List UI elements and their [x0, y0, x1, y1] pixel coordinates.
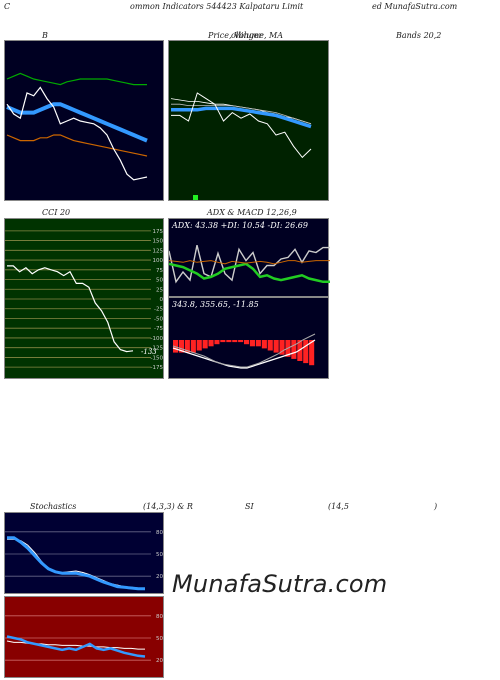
- price-ma-short-line: [171, 106, 312, 129]
- rsi-param: (14,5: [328, 502, 349, 511]
- adx-panel: ADX: 43.38 +DI: 10.54 -DI: 26.69: [168, 218, 330, 297]
- adx-line: [169, 262, 330, 284]
- macd-line: [172, 339, 316, 369]
- cci-tick-label-4: 75: [156, 268, 163, 274]
- stochastics-tick-label-0: 80: [156, 530, 163, 536]
- price-ma-chart: [170, 92, 312, 200]
- macd-histogram-bar-9: [226, 340, 232, 343]
- macd-label: 343.8, 355.65, -11.85: [172, 300, 259, 309]
- price-ma-mid-line: [171, 103, 312, 125]
- macd-histogram-bar-2: [184, 340, 190, 353]
- cci-tick-label-6: 25: [156, 287, 163, 293]
- macd-histogram-bar-3: [190, 340, 196, 353]
- cci-last-label: -133: [141, 348, 157, 356]
- macd-histogram-bar-12: [244, 340, 250, 345]
- macd-histogram-bar-20: [291, 340, 297, 359]
- cci-panel: 175 150 125 100 75 50 25 0 -25 -50 -75 -100 -125 -150…: [4, 218, 164, 379]
- stoch-title-mid: (14,3,3) & R: [143, 502, 193, 511]
- cci-tick-label-11: -100: [151, 336, 164, 342]
- macd-histogram-bar-11: [238, 340, 244, 343]
- cci-line: [7, 265, 134, 353]
- stochastics-tick-label-2: 20: [156, 574, 163, 580]
- cci-tick-label-12: -125: [151, 346, 164, 352]
- price-line: [171, 92, 312, 159]
- macd-chart: [172, 333, 316, 369]
- bollinger-title-left: B: [42, 31, 48, 40]
- rsi-tick-label-2: 20: [156, 658, 163, 664]
- macd-histogram-bar-10: [232, 340, 238, 343]
- macd-signal-line: [172, 333, 316, 368]
- cci-chart: 175 150 125 100 75 50 25 0 -25 -50 -75 -100 -125 -150…: [5, 229, 164, 371]
- adx-di-plus-line: [169, 245, 330, 284]
- rsi-chart: 80 50 20: [5, 614, 163, 664]
- cci-tick-label-14: -175: [151, 365, 164, 371]
- macd-histogram-bar-22: [303, 340, 309, 364]
- bollinger-chart: [6, 72, 148, 181]
- rsi-tick-label-1: 50: [156, 636, 163, 642]
- volume-marker: [193, 195, 198, 200]
- macd-histogram-bar-15: [261, 340, 267, 349]
- header-left: C: [4, 2, 11, 11]
- bollinger-title-right: Bands 20,2: [396, 31, 442, 40]
- macd-histogram-bar-14: [255, 340, 261, 347]
- cci-tick-label-1: 150: [153, 239, 164, 245]
- rsi-close: ): [434, 502, 438, 511]
- cci-tick-label-9: -50: [154, 316, 163, 322]
- adx-di-minus-line: [169, 260, 330, 265]
- stochastics-panel: 80 50 20: [4, 512, 164, 594]
- bollinger-price-line: [6, 86, 148, 181]
- rsi-tick-label-0: 80: [156, 614, 163, 620]
- header-right: ed MunafaSutra.com: [372, 2, 458, 11]
- rsi-line: [6, 635, 146, 658]
- bollinger-upper-band: [6, 72, 147, 86]
- macd-histogram-bar-5: [202, 340, 208, 349]
- stochastics-d-line: [7, 536, 145, 591]
- macd-histogram-bar-1: [178, 340, 184, 353]
- stochastics-chart: 80 50 20: [5, 530, 163, 591]
- bollinger-panel: [4, 40, 164, 201]
- cci-tick-label-0: 175: [153, 229, 164, 235]
- cci-tick-label-7: 0: [160, 297, 164, 303]
- price-ma-panel: [168, 40, 329, 201]
- bollinger-middle-band: [6, 102, 148, 143]
- cci-tick-label-3: 100: [153, 258, 164, 264]
- bollinger-title-overlay: ollinger: [231, 31, 263, 40]
- macd-histogram-bar-6: [208, 340, 214, 347]
- rsi-panel: 80 50 20: [4, 596, 164, 678]
- macd-panel: 343.8, 355.65, -11.85: [168, 297, 329, 379]
- macd-histogram-bar-8: [220, 340, 226, 343]
- cci-tick-label-5: 50: [156, 278, 163, 284]
- stochastics-tick-label-1: 50: [156, 552, 163, 558]
- adx-macd-title: ADX & MACD 12,26,9: [207, 208, 297, 217]
- cci-tick-label-13: -150: [151, 355, 164, 361]
- stoch-title-left: Stochastics: [30, 502, 77, 511]
- bollinger-title-mid: Price, Volume, MA: [208, 31, 284, 40]
- macd-histogram-bar-7: [214, 340, 220, 345]
- cci-tick-label-8: -25: [154, 307, 163, 313]
- header-center: ommon Indicators 544423 Kalpataru Limit: [130, 2, 304, 11]
- macd-histogram-bar-4: [196, 340, 202, 351]
- macd-histogram-bar-13: [249, 340, 255, 347]
- adx-chart: [169, 245, 330, 284]
- bollinger-lower-band: [6, 134, 148, 157]
- rsi-title: SI: [245, 502, 254, 511]
- adx-label: ADX: 43.38 +DI: 10.54 -DI: 26.69: [172, 221, 308, 230]
- macd-histogram-bar-16: [267, 340, 273, 351]
- macd-histogram-bar-17: [273, 340, 279, 353]
- cci-tick-label-10: -75: [154, 326, 163, 332]
- macd-histogram-bar-18: [279, 340, 285, 355]
- cci-title: CCI 20: [42, 208, 71, 217]
- watermark: MunafaSutra.com: [172, 570, 388, 598]
- macd-histogram-bar-23: [309, 340, 315, 366]
- cci-tick-label-2: 125: [153, 248, 164, 254]
